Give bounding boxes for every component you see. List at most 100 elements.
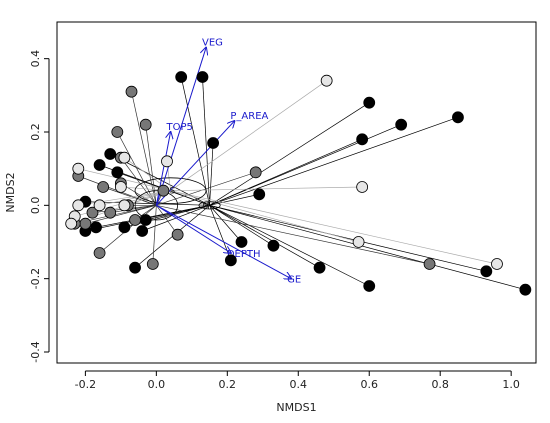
y-tick-label: 0.4	[29, 50, 42, 68]
site-point	[363, 280, 376, 292]
spider-line	[209, 205, 370, 287]
plot-frame	[56, 21, 537, 364]
site-point	[452, 111, 464, 124]
spider-line	[117, 131, 157, 206]
spider-line	[145, 204, 210, 221]
x-tick-label: 0.4	[290, 378, 308, 391]
site-point	[93, 199, 106, 212]
site-point	[352, 236, 365, 248]
spider-line	[156, 205, 178, 235]
site-point	[519, 283, 532, 296]
environment-vectors: VEG P_AREA TOP5 DEPTH GE	[155, 38, 301, 286]
spider-line	[85, 204, 157, 225]
spider-line	[202, 76, 210, 206]
site-point	[118, 199, 131, 212]
site-point	[72, 199, 85, 212]
vector-label-p-area: P_AREA	[230, 111, 268, 122]
y-tick-label: 0.0	[29, 197, 42, 215]
site-point	[207, 137, 220, 149]
site-point	[118, 151, 131, 164]
site-point	[196, 71, 209, 83]
site-point	[129, 214, 141, 226]
centroid-label: M	[202, 201, 210, 211]
spider-line	[95, 204, 210, 228]
site-point	[161, 155, 173, 168]
site-point	[175, 71, 188, 83]
vector-label-ge: GE	[287, 275, 301, 286]
vector-arrow-depth	[156, 204, 231, 253]
group-ellipse	[198, 201, 221, 210]
site-point	[93, 247, 106, 259]
group-ellipse	[134, 190, 179, 221]
site-point	[146, 258, 159, 270]
spider-line	[156, 204, 430, 265]
x-tick-label: 0.8	[431, 378, 449, 391]
site-point	[72, 162, 85, 175]
site-point	[480, 265, 493, 278]
vector-label-depth: DEPTH	[227, 249, 261, 260]
x-axis-title: NMDS1	[276, 401, 316, 414]
group-ellipse	[134, 177, 207, 204]
vector-arrow-p-area	[155, 121, 234, 206]
site-point	[423, 258, 436, 270]
site-point	[157, 184, 170, 197]
y-tick-label: 0.2	[29, 123, 42, 141]
site-point	[253, 188, 266, 201]
site-point	[320, 74, 333, 87]
site-point	[97, 181, 110, 193]
group-ellipses	[134, 177, 221, 221]
spider-line	[78, 190, 171, 206]
vector-label-top5: TOP5	[166, 122, 193, 133]
x-tick-label: 0.6	[360, 378, 378, 391]
site-point	[136, 225, 149, 237]
spider-line	[209, 204, 487, 272]
spider-line	[209, 142, 214, 206]
site-point	[356, 133, 369, 146]
site-point	[104, 148, 117, 160]
site-point	[267, 239, 280, 252]
spider-line	[209, 204, 526, 291]
spider-line	[145, 124, 157, 206]
spider-line	[170, 186, 363, 192]
site-point	[93, 159, 106, 171]
spider-line	[209, 205, 274, 246]
spider-line	[209, 205, 242, 243]
x-tick-label: 1.0	[502, 378, 520, 391]
spider-line	[85, 201, 210, 206]
site-point	[491, 258, 503, 270]
site-point	[224, 254, 237, 267]
spider-line	[180, 76, 210, 206]
site-point	[125, 85, 138, 98]
site-point	[249, 166, 262, 179]
site-point	[111, 166, 124, 179]
y-tick-label: -0.2	[29, 268, 42, 289]
site-point	[139, 214, 152, 226]
site-points	[65, 71, 532, 296]
y-axis-title: NMDS2	[4, 172, 17, 212]
spider-line	[170, 80, 327, 191]
spider-line	[170, 190, 498, 265]
centroid-label: S	[169, 187, 175, 197]
x-tick-label: 0.2	[219, 378, 237, 391]
vector-label-veg: VEG	[202, 38, 223, 49]
site-point	[65, 217, 78, 230]
spider-line	[209, 102, 370, 206]
spider-line	[170, 190, 359, 243]
spider-line	[209, 124, 402, 206]
y-axis: -0.4 -0.2 0.0 0.2 0.4	[29, 50, 50, 363]
site-point	[118, 221, 131, 234]
spider-lines	[71, 76, 526, 291]
vector-arrow-ge	[156, 204, 291, 278]
site-point	[79, 217, 92, 230]
site-point	[363, 96, 376, 109]
site-point	[313, 261, 326, 274]
spider-line	[152, 205, 157, 265]
site-point	[395, 118, 408, 131]
spider-line	[209, 117, 459, 206]
site-point	[104, 206, 117, 219]
x-axis: -0.2 0.0 0.2 0.4 0.6 0.8 1.0	[75, 370, 520, 391]
site-point	[171, 228, 184, 241]
centroid-labels: SM	[169, 187, 209, 212]
y-tick-label: -0.4	[29, 341, 42, 362]
